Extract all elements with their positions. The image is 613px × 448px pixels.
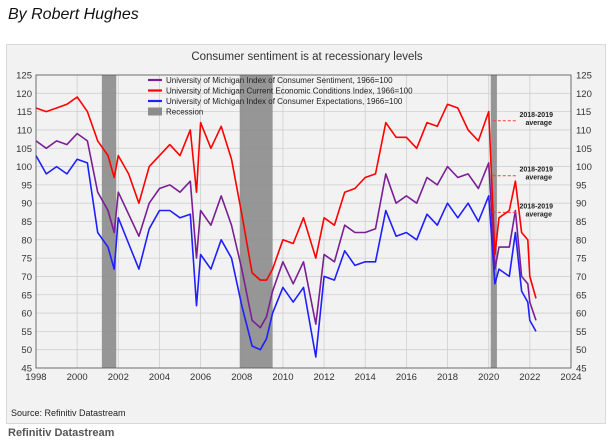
- average-label-line2: average: [526, 120, 553, 127]
- y-tick-label-right: 85: [576, 217, 587, 228]
- average-label-line1: 2018-2019: [520, 203, 554, 210]
- legend: University of Michigan Index of Consumer…: [148, 76, 413, 117]
- y-tick-label-right: 80: [576, 235, 587, 246]
- y-tick-label-left: 45: [21, 364, 32, 375]
- legend-label-current: University of Michigan Current Economic …: [166, 87, 413, 96]
- grid-lines: [35, 74, 572, 369]
- y-tick-label-left: 65: [21, 290, 32, 301]
- average-label-line2: average: [526, 175, 553, 182]
- y-tick-label-right: 65: [576, 290, 587, 301]
- y-tick-label-left: 95: [21, 180, 32, 191]
- y-tick-label-right: 55: [576, 327, 587, 338]
- x-tick-label: 2010: [272, 372, 293, 383]
- y-tick-label-right: 60: [576, 309, 587, 320]
- y-tick-label-right: 120: [576, 89, 592, 100]
- y-tick-label-left: 60: [21, 309, 32, 320]
- legend-swatch-recession: [148, 107, 162, 116]
- legend-label-recession: Recession: [166, 108, 203, 117]
- x-tick-label: 2006: [190, 372, 211, 383]
- y-tick-label-left: 100: [16, 162, 32, 173]
- x-tick-label: 2018: [437, 372, 458, 383]
- source-note: Source: Refinitiv Datastream: [11, 408, 126, 418]
- y-tick-label-right: 105: [576, 144, 592, 155]
- y-tick-label-left: 75: [21, 254, 32, 265]
- y-tick-label-right: 45: [576, 364, 587, 375]
- average-label-line2: average: [526, 211, 553, 218]
- x-tick-label: 2020: [478, 372, 499, 383]
- y-tick-label-right: 75: [576, 254, 587, 265]
- plot-frame: [35, 74, 572, 369]
- y-tick-label-left: 70: [21, 272, 32, 283]
- average-annotations: 2018-2019average2018-2019average2018-201…: [492, 112, 554, 218]
- average-label-line1: 2018-2019: [520, 167, 554, 174]
- y-tick-label-left: 85: [21, 217, 32, 228]
- credit-line: Refinitiv Datastream: [8, 427, 115, 439]
- y-tick-label-left: 115: [17, 107, 32, 118]
- average-label-line1: 2018-2019: [520, 112, 554, 119]
- series-lines: [35, 96, 537, 358]
- series-line-sentiment: [35, 132, 537, 329]
- recession-band: [101, 75, 117, 368]
- y-tick-label-left: 110: [17, 125, 32, 136]
- y-tick-label-right: 125: [576, 71, 592, 82]
- y-tick-label-left: 90: [21, 199, 32, 210]
- x-tick-label: 2022: [519, 372, 540, 383]
- y-tick-label-right: 100: [576, 162, 592, 173]
- series-line-current: [35, 96, 537, 299]
- y-tick-label-left: 80: [21, 235, 32, 246]
- x-tick-label: 2008: [231, 372, 252, 383]
- y-tick-label-left: 55: [21, 327, 32, 338]
- y-tick-label-right: 110: [576, 125, 591, 136]
- y-tick-label-right: 95: [576, 180, 587, 191]
- x-tick-label: 2000: [67, 372, 88, 383]
- legend-label-sentiment: University of Michigan Index of Consumer…: [166, 76, 393, 85]
- x-tick-label: 2024: [560, 372, 581, 383]
- chart-svg: Consumer sentiment is at recessionary le…: [16, 51, 592, 384]
- y-tick-label-right: 50: [576, 345, 587, 356]
- y-tick-label-left: 50: [21, 345, 32, 356]
- x-tick-label: 2012: [314, 372, 335, 383]
- y-tick-label-right: 90: [576, 199, 587, 210]
- legend-label-expectations: University of Michigan Index of Consumer…: [166, 97, 403, 106]
- y-tick-label-left: 125: [16, 71, 32, 82]
- x-tick-label: 2002: [108, 372, 129, 383]
- x-tick-label: 2014: [355, 372, 376, 383]
- x-tick-label: 2016: [396, 372, 417, 383]
- y-tick-label-right: 70: [576, 272, 587, 283]
- x-tick-label: 2004: [149, 372, 170, 383]
- y-tick-label-left: 105: [16, 144, 32, 155]
- x-tick-label: 1998: [25, 372, 46, 383]
- axes: 45 45 50 50 55 55 60 60 65 65 70 70 75 75 80 80 85 85 90 90…: [16, 71, 592, 384]
- y-tick-label-right: 115: [576, 107, 591, 118]
- byline: By Robert Hughes: [8, 6, 139, 23]
- chart-figure: Consumer sentiment is at recessionary le…: [6, 44, 606, 424]
- series-line-expectations: [35, 155, 537, 358]
- y-tick-label-left: 120: [16, 89, 32, 100]
- chart-title: Consumer sentiment is at recessionary le…: [191, 51, 423, 63]
